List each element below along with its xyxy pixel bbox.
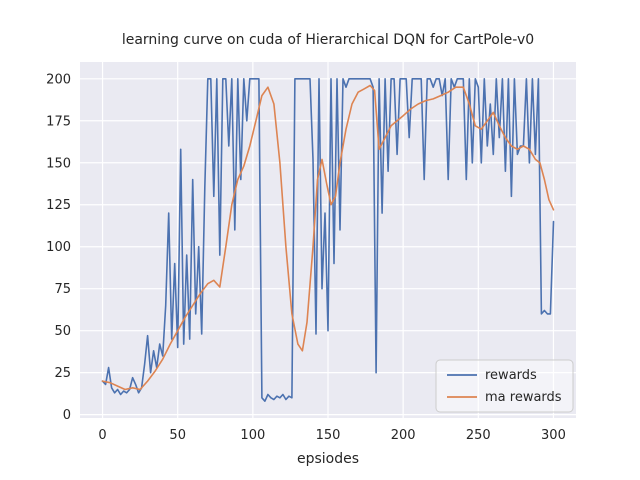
tick-layer: 0 25 50 75 100 125 150 175 200 0 50 100 150 200 250 300 (46, 72, 566, 443)
x-tick-label: 200 (391, 428, 416, 443)
y-tick-label: 25 (54, 366, 71, 381)
y-tick-label: 175 (46, 114, 71, 129)
y-tick-label: 50 (54, 324, 71, 339)
y-tick-label: 100 (46, 240, 71, 255)
x-axis-label: epsiodes (297, 451, 359, 467)
x-tick-label: 50 (169, 428, 186, 443)
chart-title: learning curve on cuda of Hierarchical D… (122, 32, 534, 48)
series-line-rewards (101, 78, 555, 403)
y-tick-label: 75 (54, 282, 71, 297)
x-tick-label: 300 (541, 428, 566, 443)
x-tick-label: 250 (466, 428, 491, 443)
series-layer (101, 78, 555, 403)
y-tick-label: 125 (46, 198, 71, 213)
y-tick-label: 0 (63, 408, 71, 423)
x-tick-label: 150 (316, 428, 341, 443)
grid-layer (80, 62, 576, 418)
legend-label-rewards: rewards (485, 368, 537, 383)
legend: rewards ma rewards (435, 359, 574, 413)
x-tick-label: 100 (240, 428, 265, 443)
series-line-ma-rewards (101, 84, 555, 391)
legend-label-ma-rewards: ma rewards (485, 390, 562, 405)
x-tick-label: 0 (98, 428, 106, 443)
y-tick-label: 150 (46, 156, 71, 171)
legend-box (435, 359, 574, 413)
y-tick-label: 200 (46, 72, 71, 87)
